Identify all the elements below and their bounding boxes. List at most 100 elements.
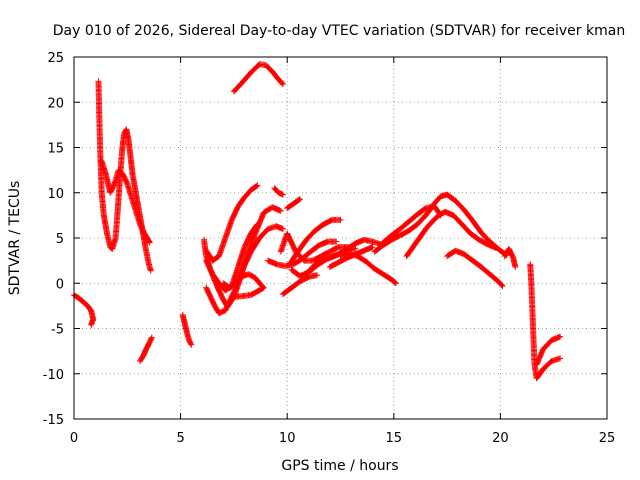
sample-markers xyxy=(310,257,324,270)
y-tick-label: -10 xyxy=(43,368,64,383)
sample-markers xyxy=(227,280,239,291)
data-point xyxy=(512,264,519,270)
sample-markers xyxy=(336,255,349,265)
sample-markers xyxy=(285,201,296,211)
data-point xyxy=(557,355,564,362)
sample-markers xyxy=(114,177,123,213)
series-arc-24 xyxy=(380,203,444,246)
series-arc-21 xyxy=(326,244,376,270)
data-point xyxy=(254,182,261,189)
sample-markers xyxy=(242,231,254,249)
series-arc-26 xyxy=(501,245,519,270)
sample-markers xyxy=(298,274,311,284)
data-point xyxy=(279,225,286,232)
sample-markers xyxy=(248,62,262,75)
sample-markers xyxy=(147,335,155,344)
x-tick-label: 5 xyxy=(176,431,184,446)
sample-markers xyxy=(327,260,341,270)
series-arc-19 xyxy=(301,236,384,279)
x-tick-label: 0 xyxy=(70,431,78,446)
sample-markers xyxy=(540,358,554,372)
sample-markers xyxy=(210,272,222,286)
sample-markers xyxy=(389,226,403,238)
sample-markers xyxy=(432,194,443,206)
sample-markers xyxy=(459,222,473,236)
sample-markers xyxy=(445,192,458,204)
data-point xyxy=(392,280,399,287)
sample-markers xyxy=(222,218,235,240)
series-arc-13 xyxy=(284,196,303,212)
sample-markers xyxy=(406,212,420,224)
sample-markers xyxy=(235,195,247,209)
y-tick-label: 25 xyxy=(47,51,64,66)
sample-markers xyxy=(406,222,420,234)
series-arc-10 xyxy=(220,271,267,300)
sample-markers xyxy=(88,317,96,327)
sample-markers xyxy=(389,232,403,243)
series-arc-12 xyxy=(271,185,286,198)
sample-markers xyxy=(336,246,349,257)
sample-markers xyxy=(242,187,254,200)
sample-markers xyxy=(98,191,107,218)
y-tick-label: 5 xyxy=(56,232,64,247)
sample-markers xyxy=(321,217,334,227)
sample-markers xyxy=(540,338,554,352)
sample-markers xyxy=(133,209,143,227)
sample-markers xyxy=(257,226,271,241)
sample-markers xyxy=(276,77,286,87)
sample-markers xyxy=(284,231,299,254)
sample-markers xyxy=(404,245,416,259)
sample-markers xyxy=(291,196,303,206)
y-tick-label: 20 xyxy=(47,96,64,111)
sample-markers xyxy=(470,258,484,270)
sample-markers xyxy=(72,292,81,301)
sample-markers xyxy=(468,231,482,243)
data-point xyxy=(188,341,195,348)
data-point xyxy=(88,321,95,328)
x-tick-label: 20 xyxy=(492,431,509,446)
sample-markers xyxy=(99,159,109,177)
axis-ticks: 0 5 10 15 20 25 -15 -10 -5 0 5 10 15 20 25 xyxy=(43,51,616,446)
data-point xyxy=(557,333,564,340)
sample-markers xyxy=(372,266,386,277)
series-arc-23 xyxy=(403,208,500,260)
sample-markers xyxy=(137,222,147,236)
data-point xyxy=(437,212,444,219)
series-arc-20 xyxy=(337,250,399,287)
sample-markers xyxy=(84,302,94,313)
data-point xyxy=(279,191,286,198)
sample-markers xyxy=(479,230,492,244)
sample-markers xyxy=(432,204,443,218)
sample-markers xyxy=(129,195,139,213)
sample-markers xyxy=(529,308,537,340)
sample-markers xyxy=(398,219,411,232)
x-tick-label: 15 xyxy=(386,431,403,446)
x-axis-label: GPS time / hours xyxy=(281,458,398,474)
data-point xyxy=(493,245,500,251)
sample-markers xyxy=(248,222,260,236)
sample-markers xyxy=(310,253,324,264)
y-tick-label: 10 xyxy=(47,187,64,202)
series-arc-15 xyxy=(277,230,359,264)
series-arc-25 xyxy=(444,247,506,289)
series-arc-3 xyxy=(98,158,153,246)
data-point xyxy=(333,238,340,245)
series-arc-2 xyxy=(95,78,154,274)
sample-markers xyxy=(381,271,394,282)
sample-markers xyxy=(252,275,262,286)
sample-markers xyxy=(248,183,260,193)
x-tick-label: 10 xyxy=(279,431,296,446)
sample-markers xyxy=(461,207,475,223)
sample-markers xyxy=(527,262,535,285)
data-points xyxy=(71,61,564,382)
sample-markers xyxy=(111,168,122,186)
sample-markers xyxy=(216,236,228,258)
sample-markers xyxy=(430,213,441,224)
sample-markers xyxy=(116,168,126,177)
sample-markers xyxy=(415,213,428,227)
data-point xyxy=(148,334,155,341)
sample-markers xyxy=(287,249,301,268)
sample-markers xyxy=(534,347,546,367)
series-arc-27 xyxy=(527,261,564,382)
